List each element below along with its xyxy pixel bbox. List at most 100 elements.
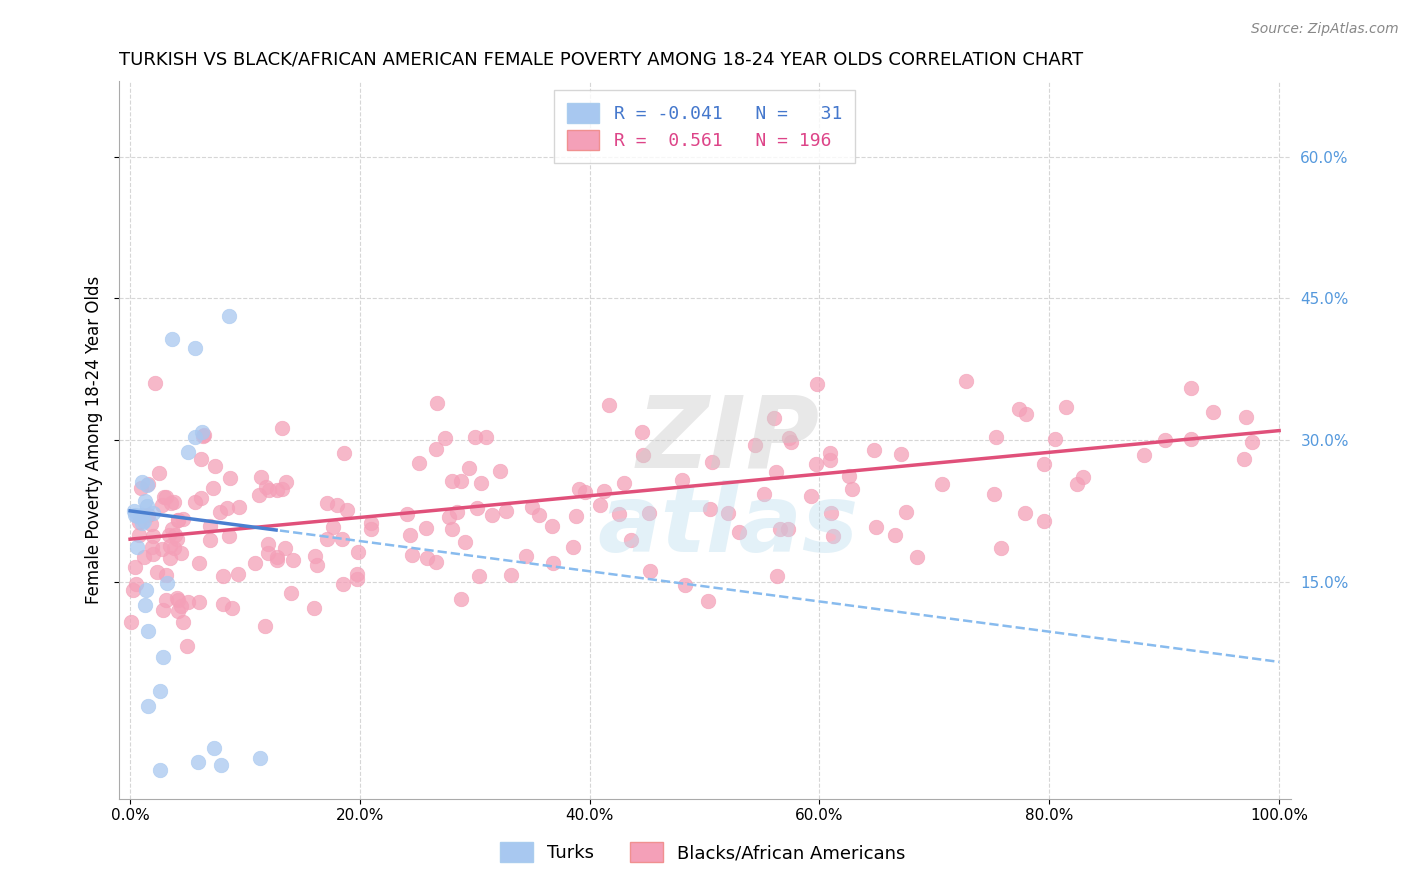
Point (433, 431, 456, 445)
Legend: R = -0.041   N =   31, R =  0.561   N = 196: R = -0.041 N = 31, R = 0.561 N = 196 (554, 90, 855, 162)
Point (401, 548, 423, 562)
Point (1241, 434, 1264, 449)
Point (204, 458, 226, 473)
Text: atlas: atlas (598, 480, 859, 572)
Point (346, 572, 368, 586)
Point (441, 522, 464, 536)
Point (1180, 433, 1202, 447)
Point (700, 455, 723, 469)
Point (141, 528, 163, 542)
Point (149, 684, 172, 698)
Point (219, 471, 242, 485)
Point (598, 398, 620, 412)
Point (163, 528, 186, 542)
Point (183, 495, 205, 509)
Point (259, 483, 281, 498)
Point (322, 519, 344, 533)
Point (779, 431, 801, 445)
Point (183, 430, 205, 444)
Point (143, 376, 166, 391)
Point (565, 508, 588, 523)
Point (221, 601, 243, 615)
Point (446, 504, 468, 518)
Point (744, 438, 766, 452)
Point (441, 474, 464, 488)
Point (589, 498, 612, 512)
Point (187, 594, 209, 608)
Point (271, 421, 294, 435)
Point (955, 374, 977, 388)
Point (307, 558, 329, 572)
Point (128, 515, 150, 529)
Point (779, 434, 801, 449)
Point (131, 508, 153, 523)
Point (415, 550, 437, 565)
Point (228, 500, 250, 515)
Point (896, 505, 918, 519)
Point (191, 428, 214, 442)
Point (190, 452, 212, 467)
Point (247, 488, 270, 502)
Point (200, 518, 222, 533)
Point (396, 507, 419, 521)
Point (865, 520, 887, 534)
Point (274, 475, 297, 489)
Point (425, 442, 447, 457)
Point (202, 481, 225, 495)
Point (806, 376, 828, 391)
Point (124, 560, 146, 574)
Point (640, 565, 662, 579)
Point (983, 486, 1005, 500)
Text: Source: ZipAtlas.com: Source: ZipAtlas.com (1251, 22, 1399, 37)
Point (905, 549, 928, 564)
Point (172, 512, 194, 526)
Point (250, 470, 273, 484)
Point (481, 508, 503, 522)
Point (121, 582, 143, 597)
Point (142, 506, 165, 520)
Point (1014, 506, 1036, 520)
Point (415, 521, 437, 535)
Point (330, 532, 353, 546)
Point (120, 615, 142, 630)
Point (177, 445, 200, 459)
Point (1032, 457, 1054, 471)
Point (159, 550, 181, 565)
Point (149, 763, 172, 777)
Point (155, 568, 177, 582)
Point (346, 566, 368, 581)
Point (1132, 448, 1154, 462)
Point (148, 466, 170, 480)
Point (326, 498, 349, 512)
Point (281, 553, 304, 567)
Point (271, 482, 294, 496)
Point (152, 603, 174, 617)
Point (501, 567, 523, 582)
Point (128, 508, 150, 523)
Point (360, 516, 382, 530)
Point (159, 495, 181, 509)
Point (170, 599, 193, 613)
Point (142, 547, 165, 561)
Point (136, 624, 159, 639)
Point (150, 498, 173, 512)
Point (763, 411, 786, 425)
Point (332, 577, 354, 591)
Point (202, 741, 225, 756)
Point (155, 490, 177, 504)
Point (129, 482, 152, 496)
Point (1056, 400, 1078, 414)
Point (152, 649, 174, 664)
Point (717, 506, 740, 520)
Point (266, 549, 288, 564)
Point (191, 425, 214, 440)
Point (1043, 432, 1066, 446)
Point (821, 529, 844, 543)
Point (766, 569, 789, 583)
Point (464, 430, 486, 444)
Point (212, 597, 235, 611)
Point (884, 527, 907, 541)
Point (166, 532, 188, 546)
Point (193, 427, 215, 442)
Point (254, 619, 277, 633)
